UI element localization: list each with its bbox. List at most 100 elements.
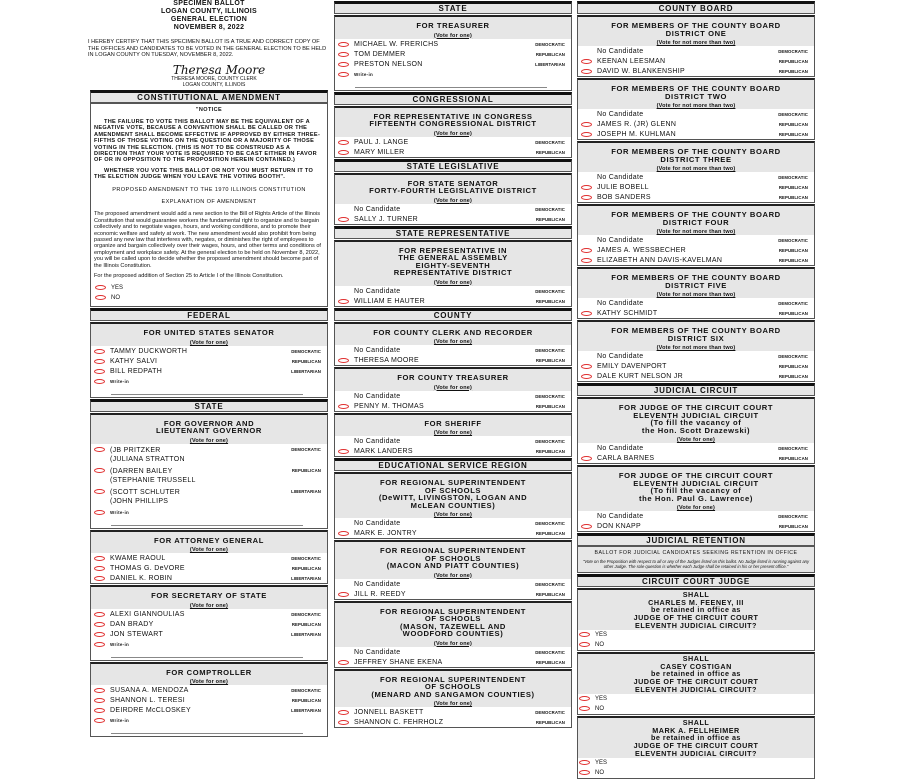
vote-oval[interactable] (94, 698, 105, 704)
candidate-row[interactable]: (SCOTT SCHLUTER (JOHN PHILLIPS LIBERTARIAN (91, 486, 327, 507)
option-yes[interactable]: YES (94, 283, 324, 293)
vote-oval[interactable] (94, 688, 105, 694)
option-no[interactable]: NO (94, 293, 324, 303)
candidate-row[interactable]: KATHY SCHMIDT REPUBLICAN (578, 308, 814, 318)
vote-oval[interactable] (579, 696, 590, 702)
vote-oval[interactable] (94, 631, 105, 637)
candidate-row[interactable]: MARK LANDERS REPUBLICAN (335, 446, 571, 456)
vote-oval[interactable] (338, 51, 349, 57)
candidate-row[interactable]: JAMES R. (JR) GLENN REPUBLICAN (578, 119, 814, 129)
vote-oval[interactable] (581, 69, 592, 74)
candidate-row[interactable]: SUSANA A. MENDOZA DEMOCRATIC (91, 685, 327, 695)
vote-oval[interactable] (579, 706, 590, 712)
candidate-row[interactable]: JOSEPH M. KUHLMAN REPUBLICAN (578, 129, 814, 139)
vote-oval[interactable] (338, 720, 349, 725)
vote-oval[interactable] (338, 531, 349, 536)
vote-oval[interactable] (581, 374, 592, 379)
option-yes[interactable]: YES (578, 694, 814, 704)
vote-oval[interactable] (338, 216, 349, 222)
vote-oval[interactable] (581, 185, 592, 190)
vote-oval[interactable] (581, 59, 592, 64)
vote-oval[interactable] (338, 449, 349, 454)
candidate-row[interactable]: JON STEWART LIBERTARIAN (91, 629, 327, 639)
candidate-row[interactable]: SHANNON L. TERESI REPUBLICAN (91, 695, 327, 705)
candidate-row[interactable]: EMILY DAVENPORT REPUBLICAN (578, 361, 814, 371)
write-in-field[interactable] (111, 649, 303, 658)
candidate-row[interactable]: TOM DEMMER REPUBLICAN (335, 49, 571, 59)
vote-oval[interactable] (579, 632, 590, 638)
candidate-row[interactable]: JULIE BOBELL REPUBLICAN (578, 182, 814, 192)
write-in-row[interactable]: Write-in (91, 639, 327, 649)
candidate-row[interactable]: ALEXI GIANNOULIAS DEMOCRATIC (91, 609, 327, 619)
candidate-row[interactable]: DALE KURT NELSON JR REPUBLICAN (578, 371, 814, 381)
candidate-row[interactable]: ELIZABETH ANN DAVIS-KAVELMAN REPUBLICAN (578, 255, 814, 265)
write-in-field[interactable] (111, 386, 303, 395)
write-in-row[interactable]: Write-in (91, 715, 327, 725)
candidate-row[interactable]: DANIEL K. ROBIN LIBERTARIAN (91, 573, 327, 583)
vote-oval[interactable] (94, 368, 105, 374)
write-in-row[interactable]: Write-in (335, 69, 571, 79)
candidate-row[interactable]: PAUL J. LANGE DEMOCRATIC (335, 137, 571, 147)
candidate-row[interactable]: (JB PRITZKER (JULIANA STRATTON DEMOCRATIC (91, 444, 327, 465)
vote-oval[interactable] (94, 467, 105, 473)
vote-oval[interactable] (579, 770, 590, 776)
candidate-row[interactable]: SHANNON C. FEHRHOLZ REPUBLICAN (335, 717, 571, 727)
vote-oval[interactable] (338, 298, 349, 304)
write-in-row[interactable]: Write-in (91, 507, 327, 517)
candidate-row[interactable]: DAVID W. BLANKENSHIP REPUBLICAN (578, 66, 814, 76)
vote-oval[interactable] (581, 132, 592, 137)
vote-oval[interactable] (581, 248, 592, 253)
vote-oval[interactable] (94, 488, 105, 494)
vote-oval[interactable] (94, 348, 105, 354)
vote-oval[interactable] (94, 708, 105, 714)
option-no[interactable]: NO (578, 640, 814, 650)
candidate-row[interactable]: KEENAN LEESMAN REPUBLICAN (578, 56, 814, 66)
vote-oval[interactable] (338, 659, 349, 665)
vote-oval[interactable] (579, 760, 590, 766)
vote-oval[interactable] (95, 295, 106, 301)
candidate-row[interactable]: MICHAEL W. FRERICHS DEMOCRATIC (335, 39, 571, 49)
candidate-row[interactable]: TAMMY DUCKWORTH DEMOCRATIC (91, 346, 327, 356)
candidate-row[interactable]: DAN BRADY REPUBLICAN (91, 619, 327, 629)
vote-oval[interactable] (94, 576, 105, 582)
vote-oval[interactable] (338, 358, 349, 363)
vote-oval[interactable] (94, 566, 105, 572)
candidate-row[interactable]: THOMAS G. DeVORE REPUBLICAN (91, 563, 327, 573)
vote-oval[interactable] (581, 456, 592, 461)
candidate-row[interactable]: MARY MILLER REPUBLICAN (335, 147, 571, 157)
vote-oval[interactable] (94, 718, 105, 724)
candidate-row[interactable]: MARK E. JONTRY REPUBLICAN (335, 528, 571, 538)
write-in-field[interactable] (111, 517, 303, 526)
option-no[interactable]: NO (578, 768, 814, 778)
candidate-row[interactable]: BILL REDPATH LIBERTARIAN (91, 366, 327, 376)
vote-oval[interactable] (338, 149, 349, 155)
vote-oval[interactable] (581, 122, 592, 127)
vote-oval[interactable] (338, 139, 349, 145)
candidate-row[interactable]: JEFFREY SHANE EKENA REPUBLICAN (335, 657, 571, 667)
candidate-row[interactable]: KWAME RAOUL DEMOCRATIC (91, 553, 327, 563)
candidate-row[interactable]: DEIRDRE McCLOSKEY LIBERTARIAN (91, 705, 327, 715)
vote-oval[interactable] (338, 71, 349, 77)
vote-oval[interactable] (94, 509, 105, 515)
vote-oval[interactable] (94, 446, 105, 452)
vote-oval[interactable] (338, 41, 349, 47)
vote-oval[interactable] (581, 524, 592, 529)
candidate-row[interactable]: JILL R. REEDY REPUBLICAN (335, 589, 571, 599)
candidate-row[interactable]: (DARREN BAILEY (STEPHANIE TRUSSELL REPUBLI… (91, 465, 327, 486)
vote-oval[interactable] (338, 591, 349, 597)
candidate-row[interactable]: THERESA MOORE REPUBLICAN (335, 355, 571, 365)
vote-oval[interactable] (581, 311, 592, 316)
vote-oval[interactable] (581, 195, 592, 200)
vote-oval[interactable] (94, 611, 105, 617)
write-in-field[interactable] (111, 725, 303, 735)
vote-oval[interactable] (94, 358, 105, 364)
candidate-row[interactable]: PENNY M. THOMAS REPUBLICAN (335, 401, 571, 411)
write-in-row[interactable]: Write-in (91, 376, 327, 386)
candidate-row[interactable]: WILLIAM E HAUTER REPUBLICAN (335, 296, 571, 306)
option-no[interactable]: NO (578, 704, 814, 714)
vote-oval[interactable] (579, 642, 590, 648)
option-yes[interactable]: YES (578, 630, 814, 640)
vote-oval[interactable] (94, 621, 105, 627)
vote-oval[interactable] (94, 556, 105, 562)
write-in-field[interactable] (355, 79, 547, 88)
